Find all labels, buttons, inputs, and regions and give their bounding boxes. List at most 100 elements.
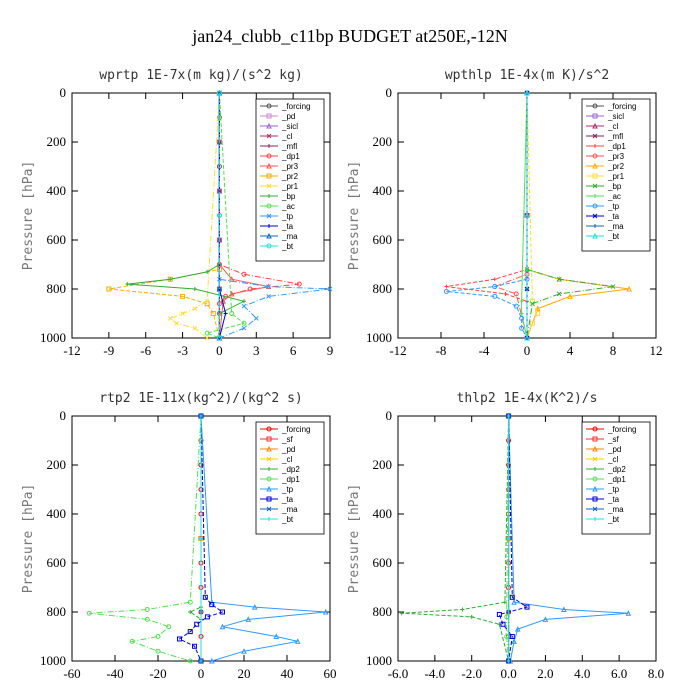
y-tick-label: 0 — [386, 408, 393, 423]
data-point — [625, 610, 632, 616]
data-point — [500, 621, 506, 627]
y-tick-label: 200 — [47, 457, 67, 472]
x-tick-label: 20 — [238, 666, 251, 681]
data-point — [241, 325, 247, 331]
legend-entry: _dp1 — [281, 475, 300, 484]
legend-marker — [592, 162, 598, 169]
legend-entry: _pr2 — [281, 172, 299, 181]
data-point — [524, 334, 530, 341]
legend-marker — [592, 173, 598, 179]
legend-marker — [593, 224, 597, 228]
y-tick-label: 400 — [47, 183, 67, 198]
y-tick-label: 0 — [60, 408, 67, 423]
legend-entry: _dp1 — [607, 475, 626, 484]
legend-marker — [592, 506, 598, 512]
data-point — [216, 335, 222, 341]
legend-marker — [266, 162, 272, 169]
legend-entry: _tp — [281, 212, 294, 221]
legend-entry: _dp1 — [607, 142, 626, 151]
legend-marker — [267, 194, 271, 198]
data-point — [496, 611, 502, 617]
panel-title: thlp2 1E-4x(K^2)/s — [457, 391, 598, 406]
data-point — [187, 629, 193, 635]
legend-marker — [593, 144, 597, 148]
legend-marker — [592, 232, 598, 239]
data-point — [511, 638, 517, 644]
y-tick-label: 1000 — [366, 330, 392, 345]
data-point — [519, 299, 524, 304]
legend-marker — [593, 467, 597, 471]
x-tick-label: -4 — [479, 343, 490, 358]
data-point — [610, 284, 616, 289]
series-line — [169, 92, 220, 339]
data-point — [513, 303, 519, 309]
legend-entry: _sicl — [607, 112, 624, 121]
legend-entry: _dp2 — [281, 465, 300, 474]
data-point — [192, 306, 198, 311]
legend-entry: _mfl — [607, 132, 623, 141]
x-tick-label: 0 — [198, 666, 205, 681]
x-tick-label: -20 — [149, 666, 166, 681]
legend-entry: _ta — [281, 222, 294, 231]
series-pr1 — [167, 90, 222, 341]
data-point — [180, 311, 185, 316]
series-line — [506, 415, 510, 662]
series-line — [205, 92, 246, 339]
data-point — [209, 602, 215, 608]
data-point — [199, 536, 203, 541]
panel-title: wprtp 1E-7x(m kg)/(s^2 kg) — [99, 68, 303, 83]
legend-marker — [266, 133, 272, 139]
legend-entry: _bp — [281, 192, 296, 201]
data-point — [556, 291, 562, 297]
legend-marker — [267, 144, 271, 148]
legend-entry: _sf — [607, 435, 619, 444]
data-point — [245, 616, 252, 622]
data-point — [514, 626, 521, 632]
data-point — [273, 633, 280, 639]
legend-entry: _bt — [607, 232, 620, 241]
series-line — [498, 415, 529, 662]
legend-marker — [266, 496, 272, 502]
legend-marker — [266, 445, 272, 452]
x-tick-label: 6.0 — [611, 666, 627, 681]
legend-marker — [266, 476, 272, 482]
legend-marker — [592, 103, 598, 109]
data-point — [155, 634, 161, 639]
data-point — [204, 335, 210, 341]
data-point — [506, 414, 511, 418]
legend-entry: _ma — [281, 232, 298, 241]
data-point — [519, 311, 524, 316]
legend-marker — [266, 203, 272, 209]
figure-title: jan24_clubb_c11bp BUDGET at250E,-12N — [191, 26, 507, 46]
x-tick-label: 6 — [290, 343, 297, 358]
data-point — [241, 271, 247, 277]
data-point — [166, 624, 172, 630]
y-tick-label: 400 — [373, 183, 393, 198]
series-line — [218, 93, 331, 339]
legend-entry: _bt — [281, 515, 294, 524]
data-point — [469, 614, 474, 619]
series-line — [401, 415, 510, 662]
data-point — [168, 277, 173, 282]
data-point — [241, 648, 247, 654]
y-tick-label: 600 — [373, 232, 393, 247]
data-point — [199, 414, 203, 418]
series-bp — [125, 91, 246, 340]
legend-entry: _ta — [281, 495, 294, 504]
legend-marker — [266, 456, 272, 462]
legend-entry: _tp — [281, 485, 294, 494]
data-point — [253, 316, 259, 321]
y-axis-label: Pressure [hPa] — [21, 484, 36, 594]
legend-marker — [267, 467, 271, 471]
series-line — [526, 92, 539, 339]
x-tick-label: 60 — [324, 666, 337, 681]
legend-entry: _sf — [281, 435, 293, 444]
data-point — [188, 610, 193, 614]
legend-entry: _cl — [281, 132, 292, 141]
data-point — [106, 286, 112, 292]
data-point — [177, 636, 182, 642]
legend-entry: _bt — [607, 515, 620, 524]
data-point — [513, 291, 519, 297]
data-point — [155, 648, 161, 654]
legend-entry: _tp — [607, 202, 620, 211]
